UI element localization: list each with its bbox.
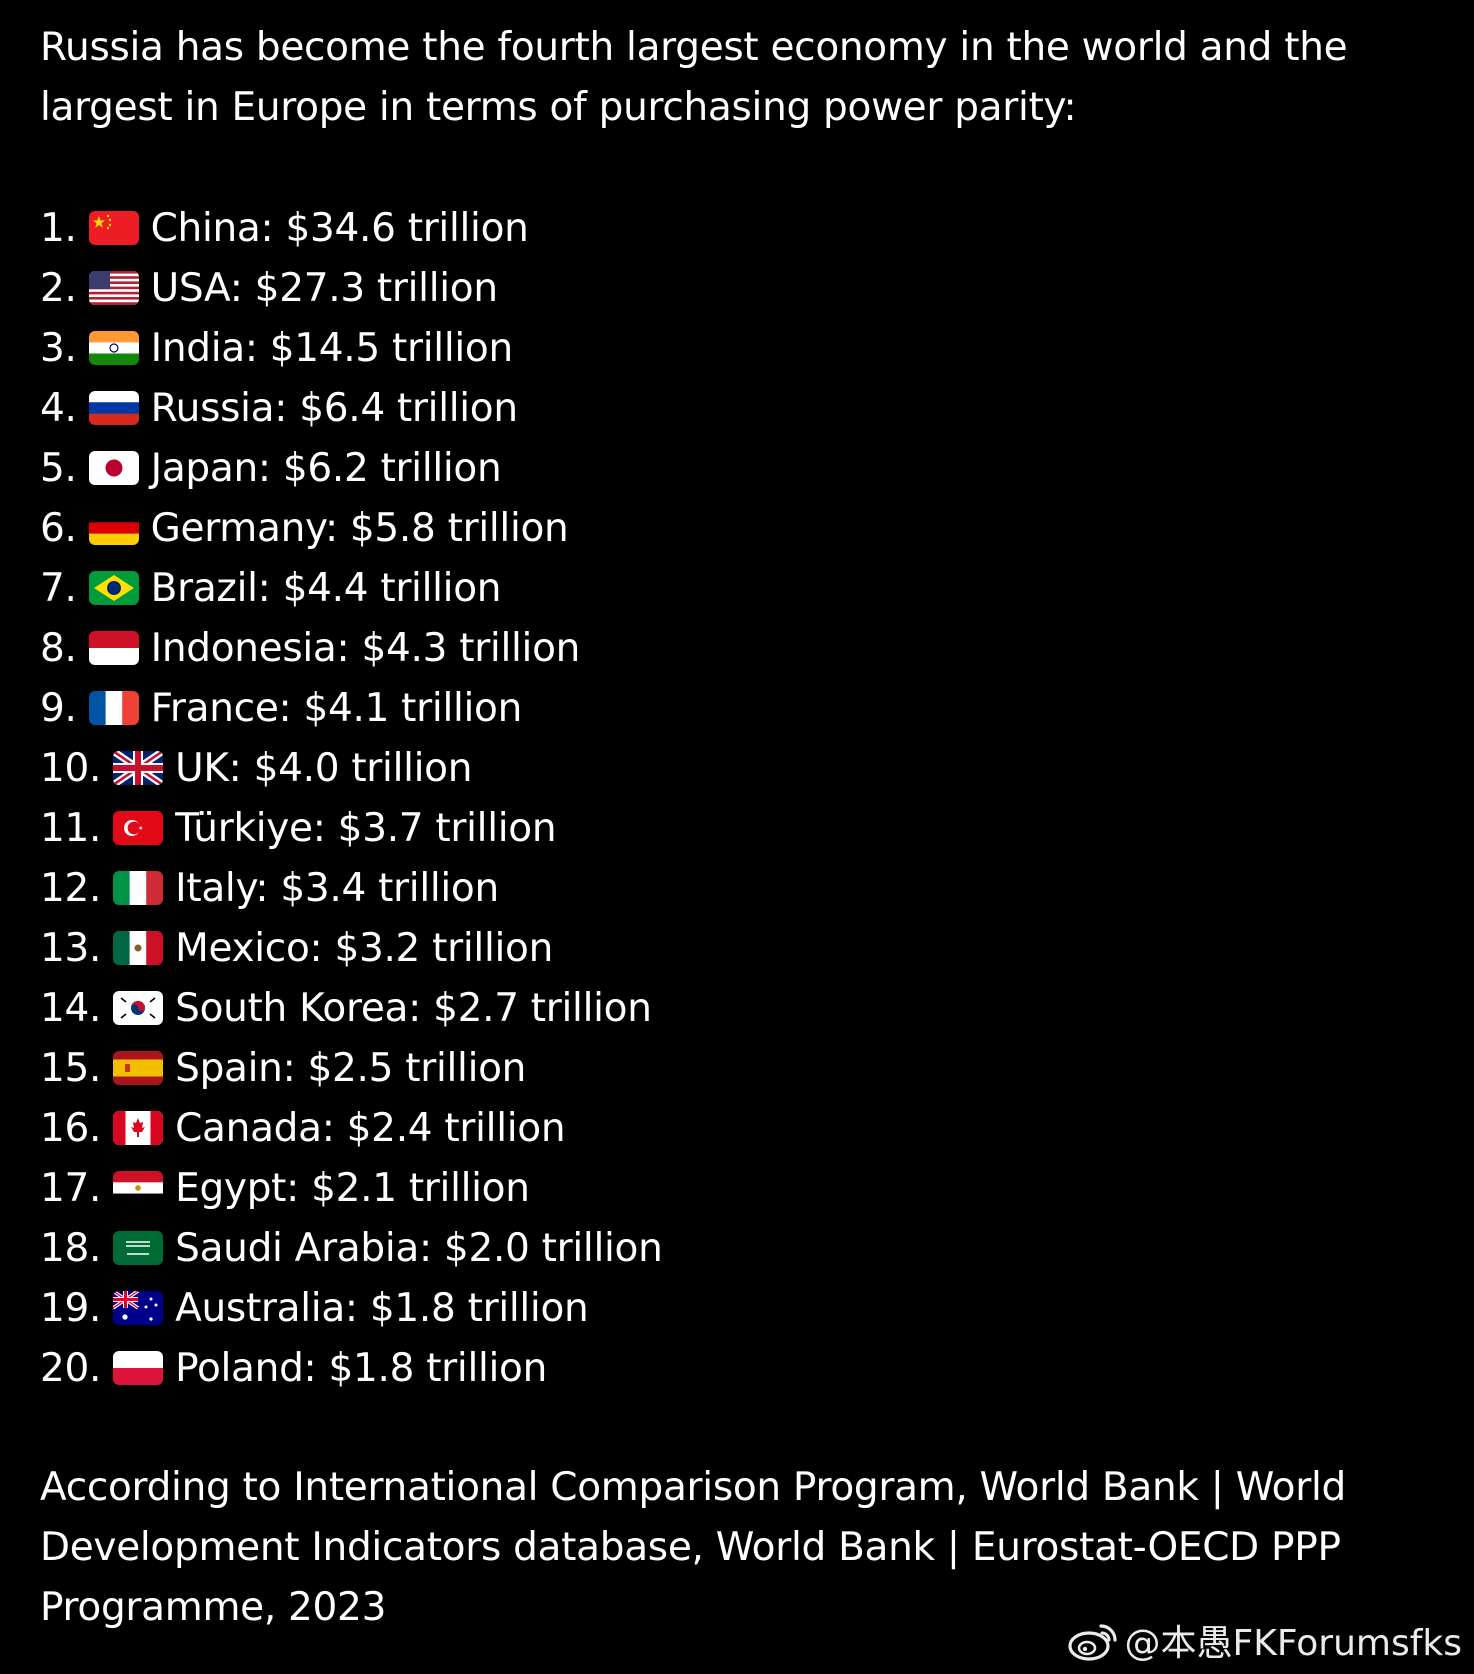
rank-text: UK: $4.0 trillion [175, 745, 473, 791]
usa-flag-icon [88, 271, 139, 305]
france-flag-icon [88, 691, 139, 725]
rank-number: 4. [40, 385, 77, 431]
rank-number: 2. [40, 265, 77, 311]
rank-text: Egypt: $2.1 trillion [175, 1165, 530, 1211]
list-item: 19. Australia: $1.8 trillion [40, 1278, 1440, 1338]
poland-flag-icon [113, 1351, 164, 1385]
list-item: 4. Russia: $6.4 trillion [40, 378, 1440, 438]
rank-number: 11. [40, 805, 102, 851]
rank-number: 10. [40, 745, 102, 791]
rank-text: Saudi Arabia: $2.0 trillion [175, 1225, 663, 1271]
south-korea-flag-icon [113, 991, 164, 1025]
rank-text: USA: $27.3 trillion [150, 265, 498, 311]
rank-text: Germany: $5.8 trillion [150, 505, 569, 551]
rank-number: 12. [40, 865, 102, 911]
canada-flag-icon [113, 1111, 164, 1145]
rank-text: Poland: $1.8 trillion [175, 1345, 548, 1391]
rank-number: 6. [40, 505, 77, 551]
germany-flag-icon [88, 511, 139, 545]
rank-text: China: $34.6 trillion [150, 205, 529, 251]
australia-flag-icon [113, 1291, 164, 1325]
list-item: 7. Brazil: $4.4 trillion [40, 558, 1440, 618]
list-item: 20. Poland: $1.8 trillion [40, 1338, 1440, 1398]
rank-number: 17. [40, 1165, 102, 1211]
list-item: 12. Italy: $3.4 trillion [40, 858, 1440, 918]
list-item: 2. USA: $27.3 trillion [40, 258, 1440, 318]
source-citation: According to International Comparison Pr… [40, 1465, 1346, 1630]
rank-text: Spain: $2.5 trillion [175, 1045, 527, 1091]
rank-text: South Korea: $2.7 trillion [175, 985, 652, 1031]
mexico-flag-icon [113, 931, 164, 965]
rank-number: 9. [40, 685, 77, 731]
list-item: 15. Spain: $2.5 trillion [40, 1038, 1440, 1098]
rank-number: 13. [40, 925, 102, 971]
spain-flag-icon [113, 1051, 164, 1085]
list-item: 16. Canada: $2.4 trillion [40, 1098, 1440, 1158]
brazil-flag-icon [88, 571, 139, 605]
list-item: 18. Saudi Arabia: $2.0 trillion [40, 1218, 1440, 1278]
turkiye-flag-icon [113, 811, 164, 845]
rank-text: Brazil: $4.4 trillion [150, 565, 502, 611]
egypt-flag-icon [113, 1171, 164, 1205]
italy-flag-icon [113, 871, 164, 905]
list-item: 6. Germany: $5.8 trillion [40, 498, 1440, 558]
post-content: Russia has become the fourth largest eco… [40, 18, 1440, 1638]
rank-number: 1. [40, 205, 77, 251]
rank-text: Australia: $1.8 trillion [175, 1285, 589, 1331]
list-item: 17. Egypt: $2.1 trillion [40, 1158, 1440, 1218]
china-flag-icon [88, 211, 139, 245]
rank-text: Türkiye: $3.7 trillion [175, 805, 557, 851]
weibo-icon [1067, 1618, 1121, 1662]
list-item: 11. Türkiye: $3.7 trillion [40, 798, 1440, 858]
rank-number: 19. [40, 1285, 102, 1331]
japan-flag-icon [88, 451, 139, 485]
list-item: 8. Indonesia: $4.3 trillion [40, 618, 1440, 678]
rank-number: 16. [40, 1105, 102, 1151]
list-item: 1. China: $34.6 trillion [40, 198, 1440, 258]
saudi-arabia-flag-icon [113, 1231, 164, 1265]
list-item: 10. UK: $4.0 trillion [40, 738, 1440, 798]
list-item: 3. India: $14.5 trillion [40, 318, 1440, 378]
list-item: 9. France: $4.1 trillion [40, 678, 1440, 738]
rank-number: 18. [40, 1225, 102, 1271]
watermark-text: @本愚FKForumsfks [1124, 1623, 1462, 1664]
india-flag-icon [88, 331, 139, 365]
rank-text: France: $4.1 trillion [150, 685, 523, 731]
rank-text: Italy: $3.4 trillion [175, 865, 499, 911]
list-item: 5. Japan: $6.2 trillion [40, 438, 1440, 498]
indonesia-flag-icon [88, 631, 139, 665]
russia-flag-icon [88, 391, 139, 425]
list-item: 13. Mexico: $3.2 trillion [40, 918, 1440, 978]
watermark: @本愚FKForumsfks [1067, 1614, 1462, 1666]
rank-text: Canada: $2.4 trillion [175, 1105, 566, 1151]
list-item: 14. South Korea: $2.7 trillion [40, 978, 1440, 1038]
uk-flag-icon [113, 751, 164, 785]
rank-number: 14. [40, 985, 102, 1031]
rank-text: Mexico: $3.2 trillion [175, 925, 554, 971]
rank-number: 15. [40, 1045, 102, 1091]
post-intro: Russia has become the fourth largest eco… [40, 25, 1348, 130]
rank-text: Japan: $6.2 trillion [150, 445, 502, 491]
rank-text: India: $14.5 trillion [150, 325, 514, 371]
ranking-list: 1. China: $34.6 trillion 2. USA: $27.3 t… [40, 198, 1440, 1398]
rank-number: 8. [40, 625, 77, 671]
rank-number: 20. [40, 1345, 102, 1391]
rank-text: Russia: $6.4 trillion [150, 385, 518, 431]
rank-text: Indonesia: $4.3 trillion [150, 625, 581, 671]
rank-number: 7. [40, 565, 77, 611]
rank-number: 3. [40, 325, 77, 371]
rank-number: 5. [40, 445, 77, 491]
